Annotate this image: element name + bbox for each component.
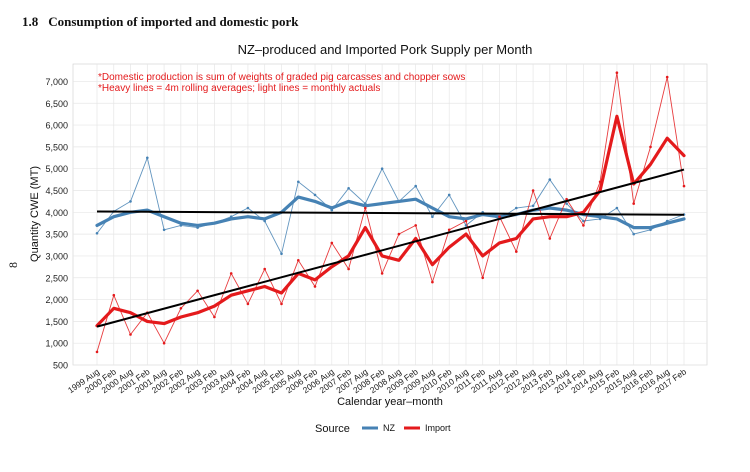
y-tick-label: 5,000 [45, 164, 68, 174]
chart-note-2: *Heavy lines = 4m rolling averages; ligh… [98, 83, 380, 94]
series-import-monthly-point [515, 250, 518, 253]
series-nz-monthly-point [531, 204, 535, 208]
series-import-monthly-point [481, 276, 485, 280]
series-import-monthly-point [414, 224, 418, 227]
series-import-monthly-point [447, 228, 451, 232]
series-import [95, 71, 686, 354]
series-import-monthly-point [665, 75, 669, 79]
series-nz-monthly-point [246, 206, 250, 210]
series-nz-monthly-point [129, 200, 132, 203]
series-import-monthly-point [548, 237, 552, 240]
series-nz-monthly-point [582, 219, 585, 223]
series-import-monthly-point [213, 315, 216, 319]
legend: Source NZ Import [315, 423, 451, 435]
y-tick-label: 7,000 [45, 77, 68, 87]
series-import-rolling-avg-line [95, 114, 686, 328]
series-nz-monthly-point [615, 206, 619, 210]
y-tick-label: 3,500 [45, 230, 68, 240]
series-import-monthly-point [112, 293, 116, 297]
series-nz-monthly-point [146, 156, 149, 160]
series-import-monthly-point [615, 71, 619, 74]
legend-title: Source [315, 423, 350, 435]
section-number: 1.8 [22, 14, 39, 29]
series-nz-monthly-point [548, 178, 552, 181]
series-nz-monthly-point [347, 187, 350, 190]
legend-label-nz: NZ [383, 423, 395, 433]
series-import-monthly-point [582, 224, 585, 227]
y-tick-label: 2,500 [45, 273, 68, 283]
series-nz-monthly-point [565, 202, 568, 205]
series-import-monthly-point [330, 241, 334, 245]
series-nz-monthly-point [431, 215, 434, 218]
series-nz-monthly-point [447, 193, 451, 197]
series-import-monthly-point [649, 145, 652, 149]
series-nz-monthly-point [297, 180, 300, 184]
series-import-monthly-point [380, 272, 384, 275]
series-nz-monthly-point [632, 232, 635, 236]
series-import-monthly-point [129, 333, 132, 336]
gridlines [73, 64, 707, 366]
series-import-monthly-point [347, 267, 350, 271]
series-import-monthly-point [229, 272, 233, 275]
series-import-monthly-point [431, 280, 434, 284]
series-import-monthly-point [531, 189, 535, 192]
section-heading: 1.8 Consumption of imported and domestic … [22, 14, 299, 30]
series-import-monthly-point [632, 202, 635, 205]
section-title: Consumption of imported and domestic por… [48, 14, 299, 29]
y-tick-label: 6,000 [45, 121, 68, 131]
series-nz-monthly-line [96, 156, 685, 256]
y-tick-label: 4,000 [45, 208, 68, 218]
chart-note-1: *Domestic production is sum of weights o… [98, 72, 465, 83]
series-import-monthly-point [364, 206, 367, 210]
series-import-monthly-point [179, 307, 183, 310]
series-import-monthly-point [162, 341, 166, 345]
y-tick-label: 2,000 [45, 295, 68, 305]
x-axis-label: Calendar year–month [337, 396, 443, 408]
series-import-monthly-point [498, 215, 501, 218]
y-tick-label: 5,500 [45, 142, 68, 152]
chart-title: NZ–produced and Imported Pork Supply per… [238, 42, 533, 57]
series-nz-monthly-point [162, 228, 166, 232]
series-nz-monthly-point [196, 226, 199, 229]
series-layer [95, 71, 686, 354]
series-nz-monthly-point [280, 252, 283, 256]
y-axis-ticks: 500 1,000 1,500 2,000 2,500 3,000 3,500 4,000 4,… [45, 77, 68, 371]
y-tick-label: 4,500 [45, 186, 68, 196]
y-tick-label: 1,000 [45, 339, 68, 349]
series-import-monthly-point [196, 289, 199, 293]
legend-label-import: Import [425, 423, 451, 433]
y-tick-label: 1,500 [45, 317, 68, 327]
series-nz-monthly-point [515, 206, 518, 210]
y-tick-label: 500 [53, 361, 68, 371]
series-nz-trend-line [96, 210, 685, 216]
series-import-monthly-line [96, 72, 685, 353]
series-import-monthly-point [397, 232, 401, 236]
series-nz-monthly-point [414, 184, 418, 188]
series-import-monthly-point [246, 302, 250, 306]
series-import-trend-line [96, 168, 685, 328]
series-import-monthly-point [280, 302, 283, 306]
series-nz-monthly-point [95, 232, 99, 235]
series-import-monthly-point [263, 267, 267, 271]
series-import-monthly-point [464, 219, 468, 223]
y-axis-label: Quantity CWE (MT) [29, 166, 41, 262]
series-import-monthly-point [95, 350, 99, 354]
y-tick-label: 6,500 [45, 99, 68, 109]
y-tick-label: 3,000 [45, 251, 68, 261]
series-nz-monthly-point [380, 167, 384, 170]
series-import-monthly-point [682, 184, 686, 188]
series-nz-monthly-point [313, 193, 317, 197]
series-import-monthly-point [297, 259, 300, 262]
series-import-monthly-point [313, 285, 317, 288]
